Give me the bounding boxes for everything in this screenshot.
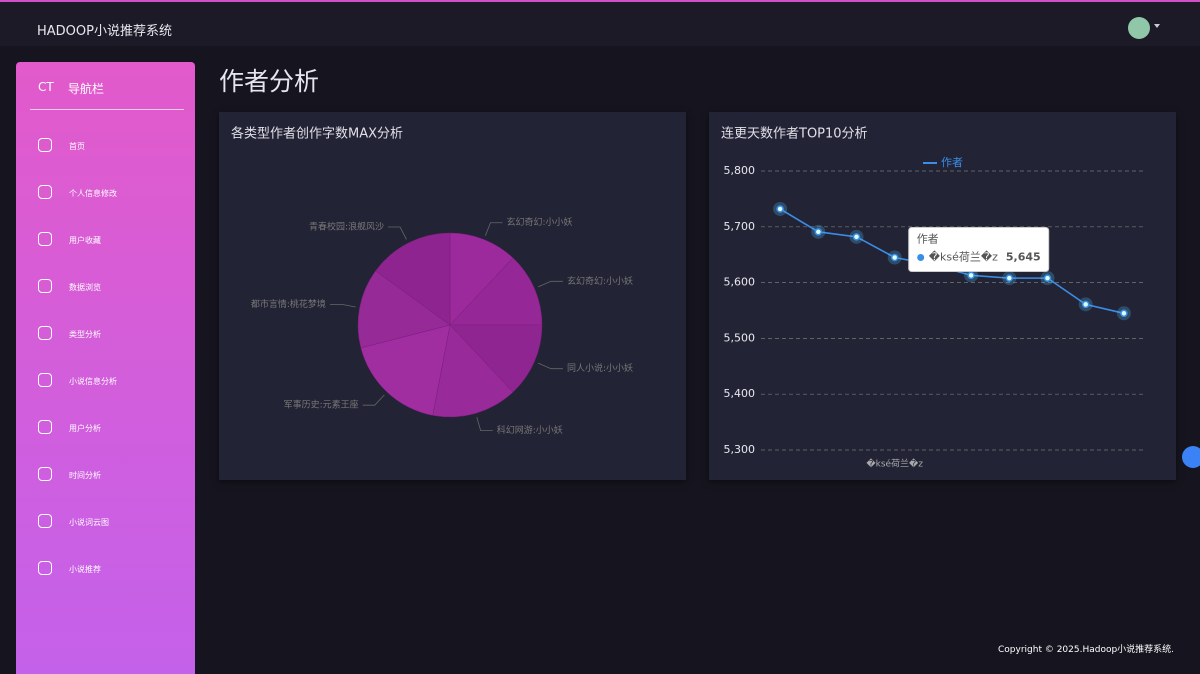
slice-label: 同人小说:小小妖: [567, 362, 633, 374]
nav-icon: [38, 420, 52, 434]
pie-slice: [449, 232, 514, 326]
nav-label: 小说词云图: [69, 518, 109, 527]
y-tick-label: 5,400: [724, 387, 756, 400]
y-tick-label: 5,700: [724, 220, 756, 233]
avatar[interactable]: [1128, 17, 1150, 39]
y-tick-label: 5,300: [724, 443, 756, 456]
nav-label: 个人信息修改: [69, 189, 117, 198]
nav-label: 小说推荐: [69, 565, 101, 574]
page-title: 作者分析: [219, 67, 320, 96]
nav-label: 时间分析: [69, 471, 101, 480]
leader-line: [476, 417, 493, 432]
pie-slice: [375, 232, 451, 326]
nav-label: 小说信息分析: [69, 377, 117, 386]
nav-icon: [38, 467, 52, 481]
slice-label: 都市言情:桃花梦境: [251, 298, 326, 310]
leader-line: [484, 222, 503, 236]
chart-title: 连更天数作者TOP10分析: [721, 126, 868, 142]
caret[interactable]: [1154, 24, 1160, 28]
nav-label: 数据浏览: [69, 283, 101, 292]
nav-item[interactable]: 类型分析: [16, 324, 195, 344]
y-tick-label: 5,800: [724, 164, 756, 177]
pie-slice: [449, 257, 543, 326]
data-point[interactable]: [967, 271, 975, 280]
nav-label: 用户分析: [69, 424, 101, 433]
nav-icon: [38, 232, 52, 246]
tooltip-title: 作者: [917, 232, 939, 245]
pie-slice: [360, 324, 451, 416]
logo: CT: [38, 80, 54, 94]
pie-slice: [432, 324, 514, 418]
leader-line: [388, 226, 407, 240]
nav-item[interactable]: 数据浏览: [16, 277, 195, 297]
pie-slice: [357, 270, 451, 349]
data-point[interactable]: [852, 233, 861, 241]
nav-icon: [38, 326, 52, 340]
tooltip-dot: [917, 253, 925, 261]
panel: 各类型作者创作字数MAX分析 玄幻奇幻:小小妖 玄幻奇幻:小小妖 同人小说:小小妖 科幻…: [219, 112, 686, 480]
nav-item[interactable]: 用户收藏: [16, 230, 195, 250]
sidebar: CT 导航栏 首页个人信息修改 用户收藏数据浏览类型分析小说信息分析 用户分析时间分…: [16, 62, 195, 674]
top-bar: HADOOP小说推荐系统: [0, 0, 1200, 46]
nav-item[interactable]: 时间分析: [16, 465, 195, 485]
tooltip-name: �ksé荷兰�z: [929, 250, 998, 263]
panel: 连更天数作者TOP10分析作者 5,300 5,400 5,500 5,600 5,700…: [709, 112, 1176, 480]
nav-title: 导航栏: [68, 82, 105, 96]
slice-label: 玄幻奇幻:小小妖: [567, 275, 633, 287]
pie-chart: 各类型作者创作字数MAX分析玄幻奇幻:小小妖玄幻奇幻:小小妖同人小说:小小妖科幻…: [231, 126, 633, 437]
nav-item[interactable]: 首页: [16, 136, 195, 156]
leader-line: [329, 303, 356, 308]
nav-item[interactable]: 小说推荐: [16, 559, 195, 579]
nav-label: 首页: [69, 142, 85, 151]
data-point[interactable]: [1120, 309, 1128, 318]
y-tick-label: 5,600: [724, 276, 756, 289]
data-point[interactable]: [1043, 274, 1052, 282]
data-point[interactable]: [890, 253, 899, 262]
data-point[interactable]: [1005, 274, 1014, 282]
leader-line: [537, 362, 563, 370]
nav-icon: [38, 373, 52, 387]
data-point[interactable]: [814, 228, 823, 236]
pie-slice: [449, 324, 543, 393]
nav-item[interactable]: 小说词云图: [16, 512, 195, 532]
leader-line: [537, 280, 563, 288]
collapse-button[interactable]: [1182, 446, 1200, 468]
nav-icon: [38, 138, 52, 152]
leader-line: [362, 394, 385, 406]
footer: Copyright © 2025.Hadoop小说推荐系统.: [998, 645, 1175, 655]
brand[interactable]: HADOOP小说推荐系统: [37, 24, 172, 39]
data-point[interactable]: [1081, 300, 1090, 309]
slice-label: 科幻网游:小小妖: [497, 424, 563, 436]
legend-label[interactable]: 作者: [941, 156, 963, 169]
y-tick-label: 5,500: [724, 331, 756, 344]
data-point[interactable]: [776, 205, 784, 213]
tooltip: [908, 226, 1050, 272]
slice-label: 玄幻奇幻:小小妖: [506, 216, 572, 228]
nav-icon: [38, 185, 52, 199]
nav-icon: [38, 561, 52, 575]
chart-title: 各类型作者创作字数MAX分析: [231, 126, 403, 142]
slice-label: 军事历史:元素王座: [284, 399, 359, 411]
nav-icon: [38, 514, 52, 528]
nav-label: 用户收藏: [69, 236, 101, 245]
nav-label: 类型分析: [69, 330, 101, 339]
x-tick-label: �ksé荷兰�z: [866, 458, 923, 470]
nav-icon: [38, 279, 52, 293]
slice-label: 青春校园:浪舰风沙: [309, 220, 384, 232]
nav-item[interactable]: 用户分析: [16, 418, 195, 438]
nav-item[interactable]: 小说信息分析: [16, 371, 195, 391]
divider: [30, 109, 184, 110]
tooltip-value: 5,645: [1006, 250, 1041, 263]
nav-item[interactable]: 个人信息修改: [16, 183, 195, 203]
